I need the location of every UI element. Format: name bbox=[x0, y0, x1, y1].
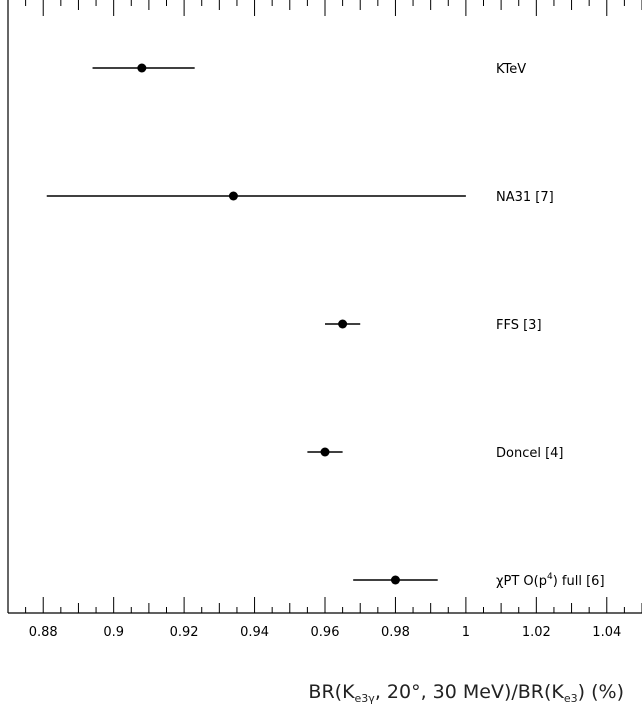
x-axis-label: BR(Ke3γ, 20°, 30 MeV)/BR(Ke3) (%) bbox=[308, 681, 624, 705]
row-label-pre: χPT O(p bbox=[496, 574, 547, 589]
x-tick-label: 1 bbox=[462, 625, 470, 640]
row-labels: KTeV NA31 [7] FFS [3] Doncel [4] χPT O(p4) f… bbox=[496, 62, 605, 589]
x-tick-label: 0.96 bbox=[311, 625, 340, 640]
x-tick-label: 0.94 bbox=[240, 625, 269, 640]
x-tick-label: 0.98 bbox=[381, 625, 410, 640]
data-point bbox=[390, 575, 400, 585]
data-points bbox=[46, 63, 466, 585]
data-point bbox=[137, 63, 147, 73]
x-tick-label: 0.92 bbox=[170, 625, 199, 640]
x-axis-ticks bbox=[7, 0, 642, 613]
row-label-sup: 4 bbox=[547, 572, 553, 582]
x-tick-label: 1.04 bbox=[592, 625, 621, 640]
plot-frame bbox=[7, 0, 642, 614]
data-point bbox=[320, 447, 330, 457]
data-point bbox=[338, 319, 348, 329]
x-axis-label-sub2: e3 bbox=[564, 692, 578, 705]
x-axis-label-pre: BR(K bbox=[308, 681, 355, 703]
data-point bbox=[228, 191, 238, 201]
x-axis-label-post: ) (%) bbox=[578, 681, 624, 703]
x-axis-label-sub1: e3γ bbox=[355, 692, 376, 705]
row-label: χPT O(p4) full [6] bbox=[496, 572, 605, 589]
row-label: KTeV bbox=[496, 62, 526, 77]
row-label-post: ) full [6] bbox=[553, 574, 605, 589]
x-tick-label: 1.02 bbox=[522, 625, 551, 640]
row-label: NA31 [7] bbox=[496, 190, 554, 205]
x-tick-label: 0.88 bbox=[29, 625, 58, 640]
row-label: Doncel [4] bbox=[496, 446, 564, 461]
x-axis-tick-labels: 0.88 0.9 0.92 0.94 0.96 0.98 1 1.02 1.04 bbox=[29, 625, 622, 640]
x-tick-label: 0.9 bbox=[103, 625, 124, 640]
x-axis-label-mid: , 20°, 30 MeV)/BR(K bbox=[375, 681, 565, 703]
row-label: FFS [3] bbox=[496, 318, 542, 333]
